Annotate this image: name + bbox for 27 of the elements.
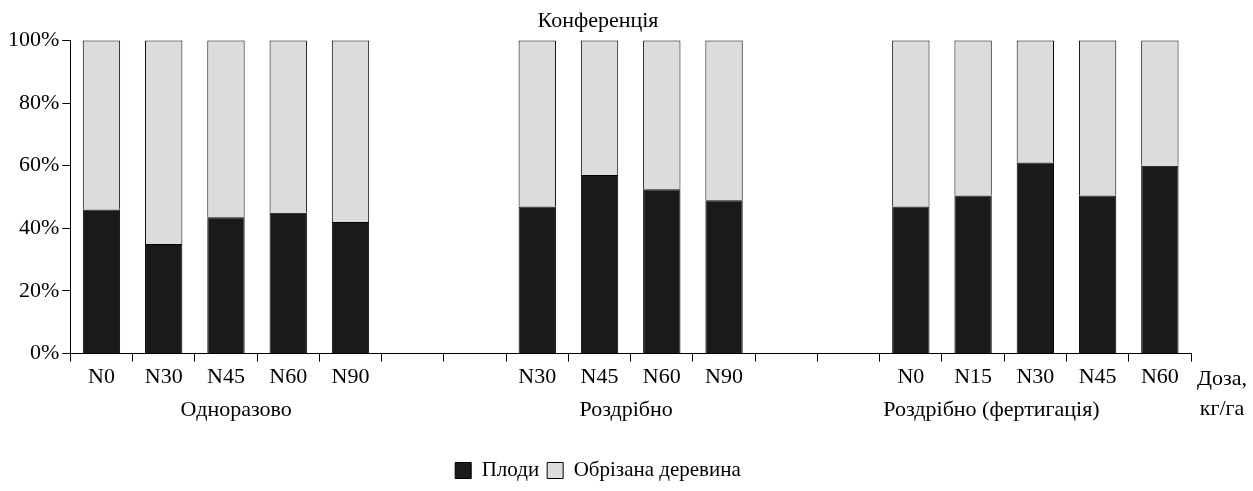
x-tick-label: N90 xyxy=(705,362,743,388)
text: Роздрібно xyxy=(579,396,673,422)
x-tick-label: N45 xyxy=(1078,362,1117,388)
x-tick-label: N0 xyxy=(897,362,925,388)
legend-label: Обрізана деревина xyxy=(573,457,742,482)
x-tick-label: N0 xyxy=(88,362,115,388)
x-tick-label: N45 xyxy=(207,362,245,388)
x-tick-label: N90 xyxy=(331,362,370,388)
x-tick-label: N60 xyxy=(642,362,681,388)
y-tick-label: 40% xyxy=(19,214,60,240)
x-tick-label: N45 xyxy=(580,362,619,388)
chart-title: Конференція xyxy=(537,6,659,32)
x-tick-label: N15 xyxy=(954,362,993,388)
y-tick-label: 80% xyxy=(19,88,60,114)
x-tick-label: N60 xyxy=(1140,362,1179,388)
x-tick-label: N60 xyxy=(269,362,308,388)
x-tick-label: N30 xyxy=(1016,362,1055,388)
legend-label: Плоди xyxy=(481,457,540,482)
x-axis-title: Доза, кг/га xyxy=(1197,365,1247,421)
x-tick-label: N30 xyxy=(144,362,183,388)
text: Одноразово xyxy=(180,396,292,422)
y-tick-label: 0% xyxy=(30,339,60,365)
text: Роздрібно (фертигація) xyxy=(883,396,1100,422)
y-tick-label: 100% xyxy=(8,26,60,52)
y-tick-label: 60% xyxy=(19,151,60,177)
x-tick-label: N30 xyxy=(518,362,557,388)
y-tick-label: 20% xyxy=(19,276,60,302)
